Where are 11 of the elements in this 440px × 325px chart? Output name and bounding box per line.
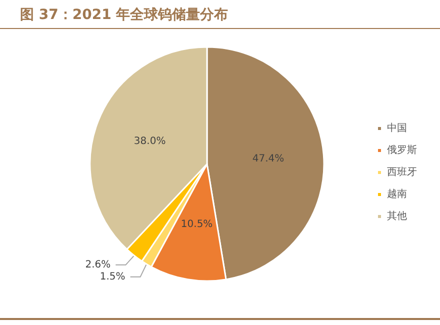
legend-label: 其他 — [387, 210, 407, 222]
data-label: 47.4% — [252, 153, 284, 164]
chart-title: 图 37：2021 年全球钨储量分布 — [20, 6, 228, 24]
data-label: 2.6% — [85, 259, 111, 270]
data-label: 10.5% — [180, 219, 213, 230]
legend-label: 越南 — [387, 188, 407, 200]
legend-label: 俄罗斯 — [387, 144, 417, 156]
data-label: 1.5% — [100, 271, 126, 282]
legend-label: 西班牙 — [387, 166, 417, 178]
data-label: 38.0% — [134, 136, 166, 147]
legend-label: 中国 — [387, 122, 407, 134]
